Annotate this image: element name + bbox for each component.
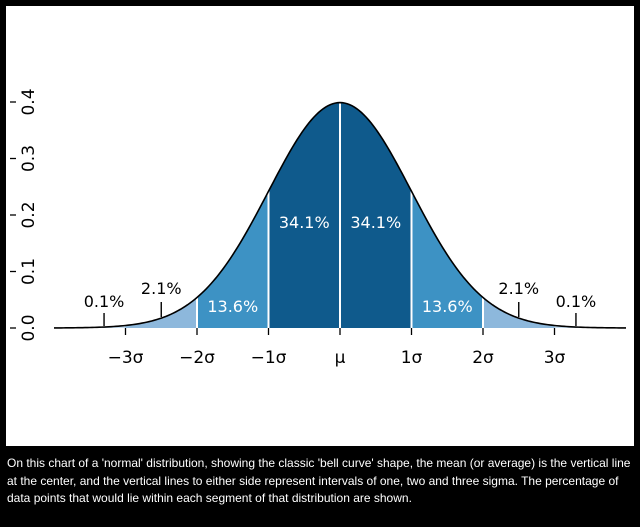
x-tick-label-5: 2σ [472, 348, 494, 368]
segment-label-1: 13.6% [207, 297, 258, 316]
normal-distribution-chart: 0.0 0.1 0.2 0.3 0.4 −3σ −2σ −1σ μ 1σ 2σ 3σ 2.1% 13.6%… [10, 88, 627, 368]
x-tick-label-1: −2σ [179, 348, 215, 368]
bell-curve-line [53, 101, 627, 329]
y-tick-label-4: 0.4 [19, 88, 39, 115]
segment-label-2: 34.1% [279, 213, 330, 232]
x-tick-label-4: 1σ [401, 348, 423, 368]
x-tick-label-3: μ [335, 348, 346, 368]
segment-label-4: 13.6% [422, 297, 473, 316]
figure-caption: On this chart of a 'normal' distribution… [7, 456, 631, 505]
segment-label-5: 2.1% [498, 279, 539, 298]
segment-area-0 [125, 297, 197, 328]
x-tick-label-2: −1σ [251, 348, 287, 368]
segment-label-3: 34.1% [350, 213, 401, 232]
tail-label-right: 0.1% [556, 292, 597, 311]
y-tick-label-3: 0.3 [19, 145, 39, 172]
chart-panel: 0.0 0.1 0.2 0.3 0.4 −3σ −2σ −1σ μ 1σ 2σ 3σ 2.1% 13.6%… [6, 6, 634, 446]
y-tick-label-2: 0.2 [19, 201, 39, 228]
segment-label-0: 2.1% [141, 279, 182, 298]
tail-label-left: 0.1% [84, 292, 125, 311]
x-tick-label-6: 3σ [544, 348, 566, 368]
segment-area-5 [483, 297, 555, 328]
x-tick-label-0: −3σ [108, 348, 144, 368]
y-tick-label-0: 0.0 [19, 314, 39, 341]
y-tick-label-1: 0.1 [19, 258, 39, 285]
